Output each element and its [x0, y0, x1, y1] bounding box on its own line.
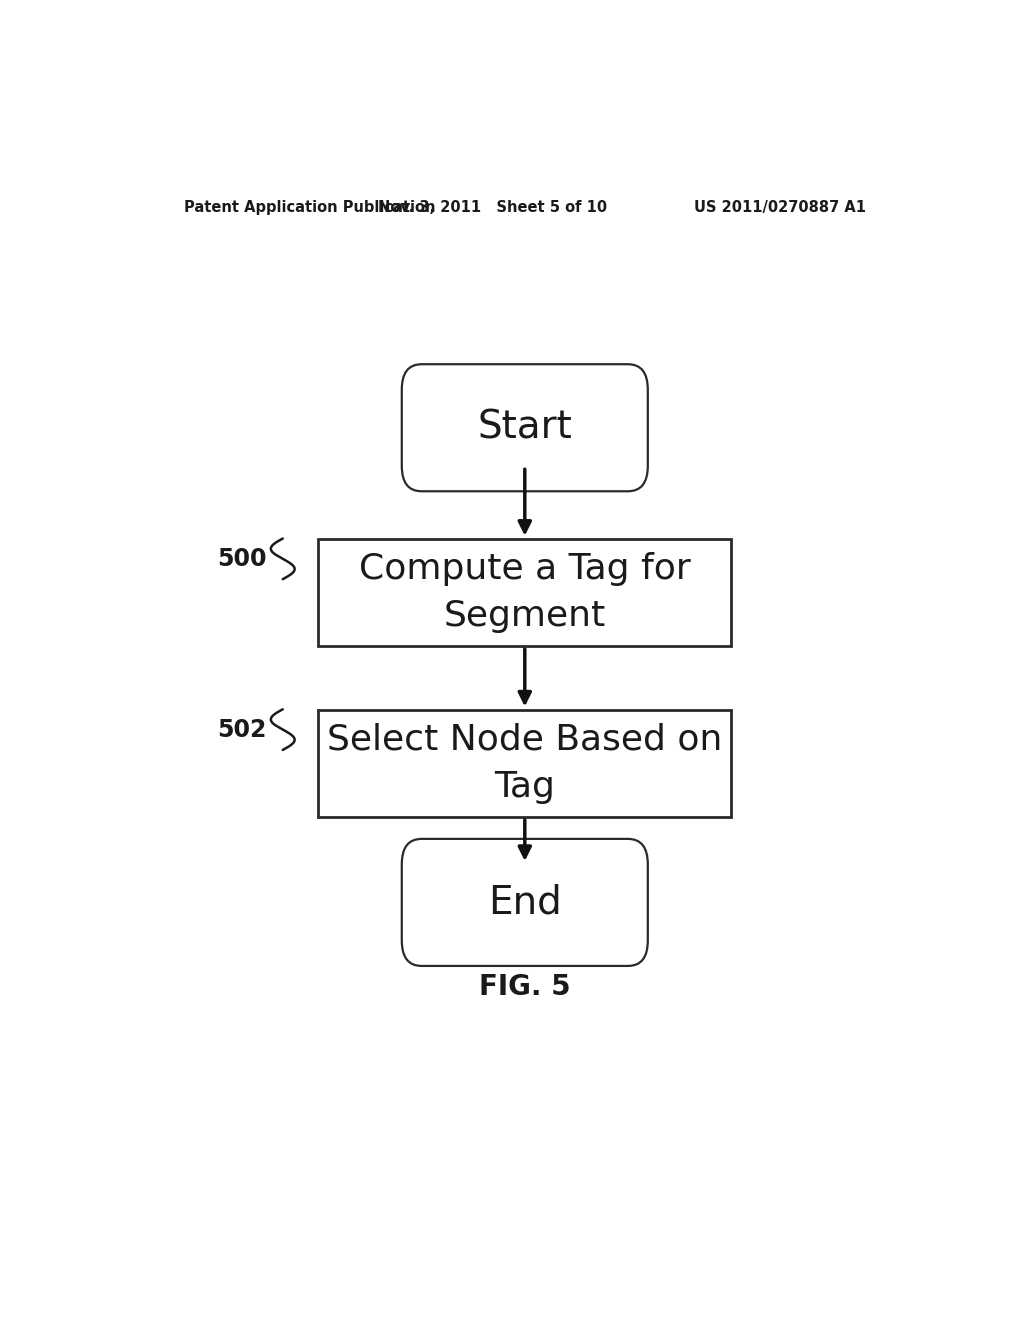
Text: 502: 502	[217, 718, 267, 742]
Bar	[318, 539, 731, 645]
Text: Start: Start	[477, 409, 572, 446]
Text: Select Node Based on
Tag: Select Node Based on Tag	[327, 722, 723, 804]
Text: 500: 500	[217, 546, 267, 570]
Text: Patent Application Publication: Patent Application Publication	[183, 199, 435, 215]
FancyBboxPatch shape	[401, 364, 648, 491]
FancyBboxPatch shape	[401, 840, 648, 966]
Bar	[318, 710, 731, 817]
Text: End: End	[487, 883, 562, 921]
Text: Compute a Tag for
Segment: Compute a Tag for Segment	[359, 552, 690, 634]
Text: US 2011/0270887 A1: US 2011/0270887 A1	[694, 199, 866, 215]
Text: FIG. 5: FIG. 5	[479, 973, 570, 1001]
Text: Nov. 3, 2011   Sheet 5 of 10: Nov. 3, 2011 Sheet 5 of 10	[379, 199, 607, 215]
